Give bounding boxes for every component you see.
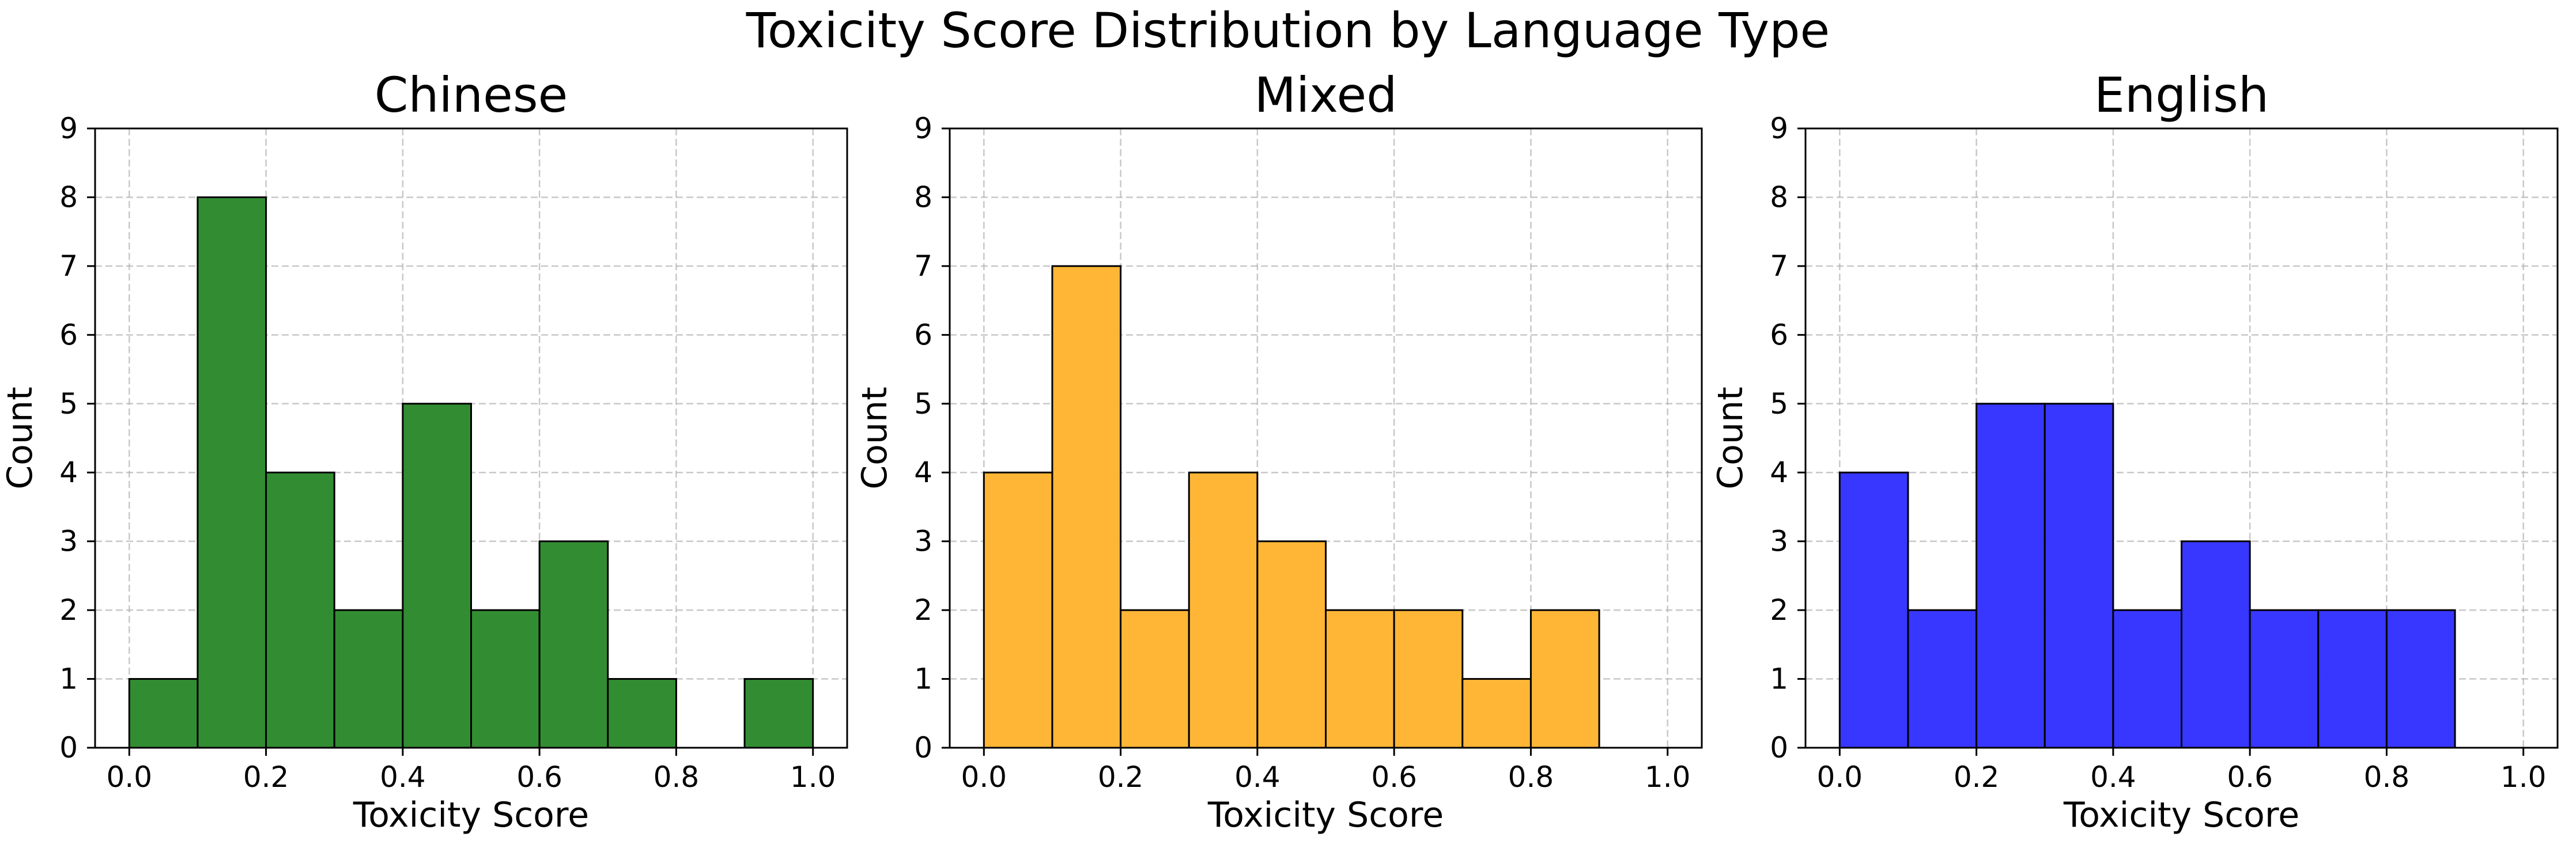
histogram-bar xyxy=(2112,609,2182,749)
subplot-title-chinese: Chinese xyxy=(375,67,568,123)
histogram-bar xyxy=(1529,609,1600,749)
axes-frame xyxy=(1804,127,2559,749)
y-tick-label: 8 xyxy=(59,180,78,214)
x-tick-label: 1.0 xyxy=(790,760,836,794)
histogram-bar xyxy=(1051,265,1122,749)
histogram-bar xyxy=(197,196,267,749)
x-tick-label: 0.0 xyxy=(961,760,1007,794)
x-tick-label: 0.2 xyxy=(243,760,289,794)
x-tick-label: 1.0 xyxy=(2501,760,2547,794)
subplot-mixed: 0 1 2 3 4 5 6 7 8 9 0.0 0.2 0.4 0.6 0.8 1.0 Mixed Toxicit… xyxy=(855,67,1703,835)
histogram-bar xyxy=(1188,471,1259,749)
histogram-bar xyxy=(1120,609,1190,749)
y-axis-label: Count xyxy=(1710,387,1751,489)
y-tick-label: 8 xyxy=(1770,180,1788,214)
x-tick-label: 0.0 xyxy=(1817,760,1863,794)
x-axis-label: Toxicity Score xyxy=(1207,795,1444,835)
x-axis-label: Toxicity Score xyxy=(2063,795,2299,835)
y-tick-label: 1 xyxy=(1770,662,1788,696)
y-tick-label: 4 xyxy=(1770,456,1788,489)
histogram-bar xyxy=(2181,540,2251,749)
y-tick-label: 2 xyxy=(59,593,78,627)
y-tick-label: 7 xyxy=(59,249,78,283)
y-axis-label: Count xyxy=(855,387,895,489)
y-tick-label: 0 xyxy=(914,731,932,764)
histogram-bar xyxy=(2249,609,2320,749)
x-tick-label: 0.6 xyxy=(2227,760,2273,794)
x-tick-label: 0.4 xyxy=(1234,760,1281,794)
subplot-title-mixed: Mixed xyxy=(1255,67,1397,123)
subplot-title-english: English xyxy=(2094,67,2269,123)
y-tick-label: 9 xyxy=(914,112,932,145)
x-tick-label: 0.2 xyxy=(1098,760,1144,794)
histogram-bar xyxy=(1907,609,1978,749)
x-tick-label: 0.4 xyxy=(380,760,426,794)
histogram-bar xyxy=(128,678,199,749)
y-tick-label: 1 xyxy=(914,662,932,696)
y-axis-label: Count xyxy=(0,387,40,489)
histogram-bar xyxy=(1461,678,1532,749)
x-axis-label: Toxicity Score xyxy=(353,795,589,835)
x-tick-label: 0.6 xyxy=(516,760,562,794)
histogram-bar xyxy=(983,471,1053,749)
y-tick-label: 0 xyxy=(1770,731,1788,764)
x-tick-label: 0.8 xyxy=(1508,760,1554,794)
y-tick-label: 0 xyxy=(59,731,78,764)
x-tick-label: 0.8 xyxy=(2364,760,2410,794)
histogram-bar xyxy=(2385,609,2456,749)
y-tick-label: 6 xyxy=(1770,318,1788,351)
histogram-bar xyxy=(265,471,335,749)
y-tick-label: 4 xyxy=(59,456,78,489)
x-tick-label: 0.8 xyxy=(654,760,700,794)
y-tick-label: 3 xyxy=(59,525,78,558)
y-tick-label: 7 xyxy=(1770,249,1788,283)
histogram-bar xyxy=(470,609,541,749)
histogram-bar xyxy=(1325,609,1395,749)
y-tick-label: 6 xyxy=(59,318,78,351)
y-tick-label: 2 xyxy=(914,593,932,627)
histogram-bar xyxy=(538,540,609,749)
histogram-bar xyxy=(333,609,404,749)
axes-frame xyxy=(94,127,848,749)
histogram-bar xyxy=(2317,609,2388,749)
subplot-english: 0 1 2 3 4 5 6 7 8 9 0.0 0.2 0.4 0.6 0.8 1.0 English Toxic… xyxy=(1710,67,2559,835)
histogram-bar xyxy=(743,678,814,749)
x-tick-label: 0.0 xyxy=(107,760,153,794)
histogram-bar xyxy=(402,403,473,749)
y-tick-label: 1 xyxy=(59,662,78,696)
x-tick-label: 0.6 xyxy=(1371,760,1417,794)
y-tick-label: 2 xyxy=(1770,593,1788,627)
y-tick-label: 8 xyxy=(914,180,932,214)
subplot-chinese: 0 1 2 3 4 5 6 7 8 9 0.0 0.2 0.4 0.6 0.8 1.0 Chinese Toxic… xyxy=(0,67,848,835)
y-tick-label: 5 xyxy=(59,387,78,421)
x-tick-label: 0.2 xyxy=(1954,760,2000,794)
figure-title: Toxicity Score Distribution by Language … xyxy=(746,2,1830,59)
x-tick-label: 1.0 xyxy=(1645,760,1691,794)
y-tick-label: 3 xyxy=(914,525,932,558)
histogram-bar xyxy=(1976,403,2046,749)
histogram-bar xyxy=(1838,471,1909,749)
y-tick-label: 9 xyxy=(1770,112,1788,145)
histogram-bar xyxy=(607,678,677,749)
histogram-bar xyxy=(1393,609,1464,749)
x-tick-label: 0.4 xyxy=(2090,760,2136,794)
histogram-bar xyxy=(2044,403,2114,749)
histogram-bar xyxy=(1256,540,1327,749)
y-tick-label: 5 xyxy=(914,387,932,421)
y-tick-label: 4 xyxy=(914,456,932,489)
y-tick-label: 5 xyxy=(1770,387,1788,421)
y-tick-label: 9 xyxy=(59,112,78,145)
y-tick-label: 6 xyxy=(914,318,932,351)
y-tick-label: 3 xyxy=(1770,525,1788,558)
axes-frame xyxy=(949,127,1703,749)
y-tick-label: 7 xyxy=(914,249,932,283)
